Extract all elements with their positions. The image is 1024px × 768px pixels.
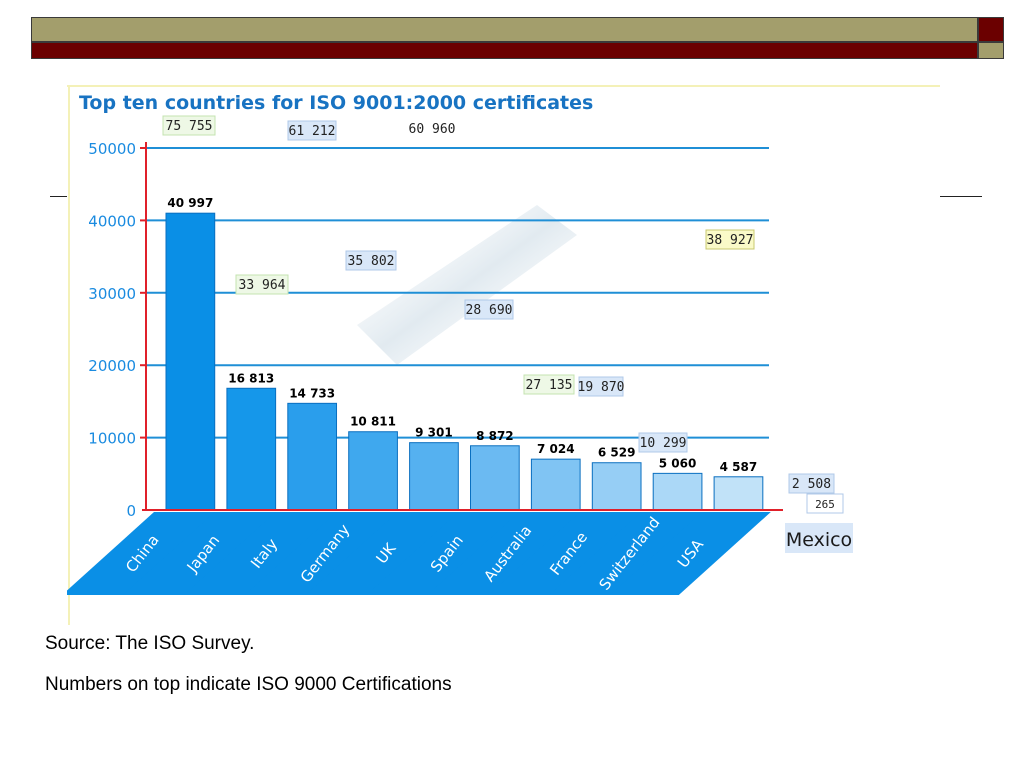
bar-china — [165, 212, 216, 511]
annotation-box — [705, 229, 755, 250]
ytick-label: 50000 — [88, 140, 136, 158]
bar-spain — [470, 445, 520, 511]
value-label: 14 733 — [289, 386, 335, 400]
header-corner-maroon — [978, 17, 1004, 42]
annotation-box — [235, 274, 289, 295]
header-band-olive — [31, 17, 978, 42]
ytick-label: 20000 — [88, 357, 136, 375]
header-corner-olive — [978, 42, 1004, 59]
annotation-label: 33 964 — [239, 278, 286, 293]
source-caption: Source: The ISO Survey. — [45, 633, 255, 654]
annotation-label: 10 299 — [640, 436, 687, 451]
annotation-box — [345, 250, 397, 271]
bar-uk — [409, 442, 459, 511]
annotation-label: 28 690 — [466, 303, 513, 318]
background-shadow — [357, 205, 577, 365]
annotation-box — [464, 299, 514, 320]
divider-line-left — [50, 196, 68, 197]
annotation-label: 61 212 — [289, 124, 336, 139]
annotation-box — [407, 118, 457, 139]
chart-image: Top ten countries for ISO 9001:2000 cert… — [62, 85, 940, 625]
bar-chart: Top ten countries for ISO 9001:2000 cert… — [62, 85, 940, 625]
category-base — [305, 512, 467, 595]
annotation-box — [806, 493, 844, 514]
category-base — [610, 512, 771, 595]
annotation-label: 38 927 — [707, 233, 754, 248]
extra-category-box — [785, 523, 853, 553]
bar-usa — [713, 476, 764, 511]
value-label: 5 060 — [659, 456, 697, 470]
value-label: 7 024 — [537, 442, 575, 456]
annotation-box — [162, 115, 216, 136]
annotation-label: 60 960 — [409, 122, 456, 137]
ytick-label: 0 — [126, 502, 136, 520]
bar-france — [591, 462, 642, 511]
chart-title: Top ten countries for ISO 9001:2000 cert… — [79, 92, 593, 114]
annotation-label: 19 870 — [578, 380, 625, 395]
annotation-box — [638, 432, 688, 453]
annotation-label: 27 135 — [526, 378, 573, 393]
annotation-label: 35 802 — [348, 254, 395, 269]
annotation-box — [788, 473, 835, 494]
bar-germany — [348, 431, 398, 511]
category-base — [244, 512, 406, 595]
category-base — [183, 512, 345, 595]
note-caption: Numbers on top indicate ISO 9000 Certifi… — [45, 674, 452, 695]
annotation-box — [578, 376, 624, 397]
category-base — [122, 512, 284, 595]
ytick-label: 10000 — [88, 430, 136, 448]
category-base — [427, 512, 589, 595]
header-band-maroon — [31, 42, 978, 59]
value-label: 4 587 — [720, 460, 758, 474]
value-label: 8 872 — [476, 429, 514, 443]
value-label: 10 811 — [350, 415, 396, 429]
annotation-label: 75 755 — [166, 119, 213, 134]
category-base — [488, 512, 650, 595]
ytick-label: 40000 — [88, 212, 136, 230]
value-label: 40 997 — [167, 196, 213, 210]
category-base — [62, 512, 223, 595]
category-base — [366, 512, 528, 595]
annotation-box — [523, 374, 575, 395]
annotation-label: 265 — [815, 498, 835, 511]
bar-italy — [287, 402, 338, 511]
value-label: 16 813 — [228, 371, 274, 385]
extra-category-label: Mexico — [786, 529, 852, 551]
ytick-label: 30000 — [88, 285, 136, 303]
bar-australia — [530, 458, 581, 511]
value-label: 9 301 — [415, 426, 453, 440]
bar-switzerland — [652, 472, 703, 511]
annotation-label: 2 508 — [792, 477, 831, 492]
value-label: 6 529 — [598, 446, 636, 460]
divider-line-right — [940, 196, 982, 197]
annotation-box — [287, 120, 337, 141]
bar-japan — [226, 387, 277, 511]
category-base — [549, 512, 710, 595]
